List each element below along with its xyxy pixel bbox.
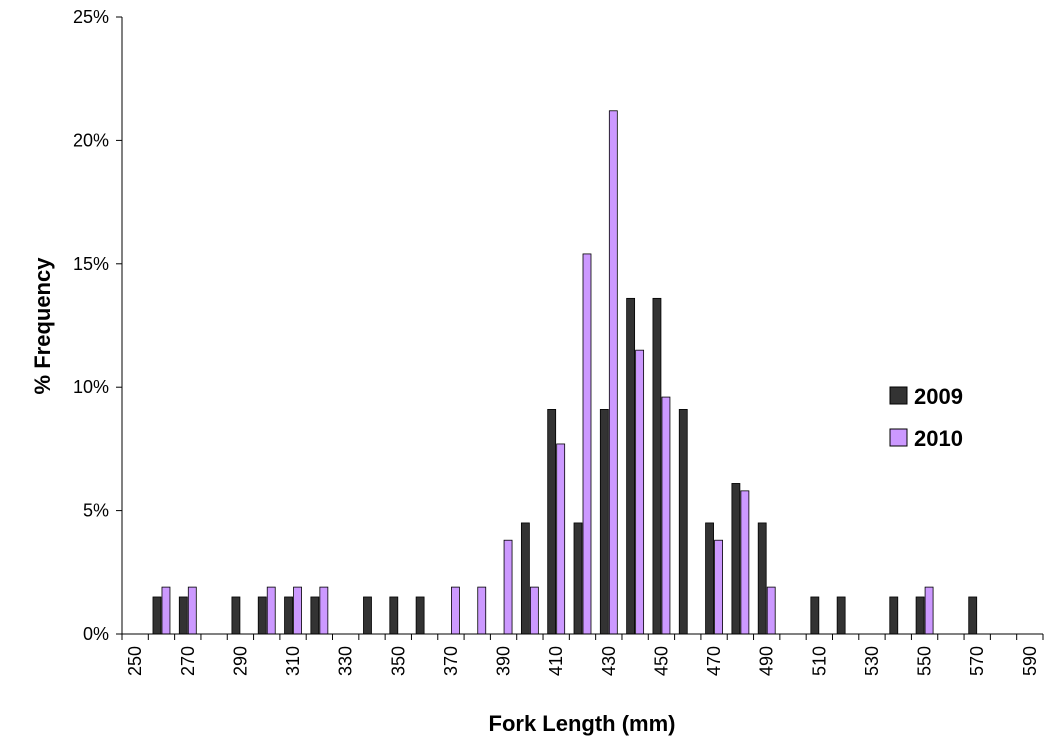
y-tick-label: 10% xyxy=(73,377,109,397)
x-tick-label: 570 xyxy=(967,646,987,676)
x-tick-label: 450 xyxy=(651,646,671,676)
bar-2010-320 xyxy=(319,586,329,635)
x-tick-label: 270 xyxy=(178,646,198,676)
y-tick-label: 20% xyxy=(73,130,109,150)
bar-2010-390 xyxy=(503,539,513,635)
x-tick-label: 590 xyxy=(1020,646,1040,676)
bar-2009-440 xyxy=(626,297,636,635)
bar-2009-410 xyxy=(547,409,557,635)
y-tick-label: 5% xyxy=(83,501,109,521)
bar-2009-400 xyxy=(520,522,530,635)
axes-layer xyxy=(121,17,1043,635)
bar-2009-430 xyxy=(599,409,609,635)
bar-2009-550 xyxy=(915,596,925,635)
bar-2010-270 xyxy=(187,586,197,635)
x-tick-label: 330 xyxy=(336,646,356,676)
x-tick-label: 410 xyxy=(546,646,566,676)
bar-2009-470 xyxy=(705,522,714,635)
bar-2009-290 xyxy=(231,596,241,635)
bar-2010-480 xyxy=(740,490,750,635)
bar-2010-410 xyxy=(556,443,566,635)
legend: 2009 2010 xyxy=(889,384,963,451)
bar-2009-260 xyxy=(152,596,162,635)
bar-2010-440 xyxy=(635,349,645,635)
bar-2010-300 xyxy=(266,586,276,635)
x-tick-label: 350 xyxy=(388,646,408,676)
bar-2010-490 xyxy=(766,586,776,635)
bar-2010-370 xyxy=(451,586,460,635)
bar-2009-420 xyxy=(573,522,583,635)
bar-2009-540 xyxy=(889,596,899,635)
legend-swatch-2009 xyxy=(889,386,908,405)
bar-2009-450 xyxy=(652,297,662,635)
bar-2009-360 xyxy=(415,596,425,635)
y-tick-label: 0% xyxy=(83,624,109,644)
x-tick-label: 430 xyxy=(599,646,619,676)
bar-2010-260 xyxy=(161,586,171,635)
legend-label-2009: 2009 xyxy=(914,384,963,409)
bar-2009-520 xyxy=(836,596,846,635)
x-tick-label: 290 xyxy=(230,646,250,676)
x-tick-label: 370 xyxy=(441,646,461,676)
bar-2009-460 xyxy=(678,409,688,635)
bar-2009-350 xyxy=(389,596,399,635)
bar-2010-470 xyxy=(714,539,723,635)
bar-2010-420 xyxy=(582,253,592,635)
bar-2010-380 xyxy=(477,586,487,635)
x-tick-label: 490 xyxy=(757,646,777,676)
bar-2009-510 xyxy=(810,596,820,635)
bar-2009-270 xyxy=(178,596,188,635)
bar-2010-550 xyxy=(924,586,934,635)
x-tick-label: 390 xyxy=(494,646,514,676)
legend-swatch-2010 xyxy=(889,428,908,447)
x-tick-label: 310 xyxy=(283,646,303,676)
bar-2010-430 xyxy=(608,110,618,635)
bar-2010-450 xyxy=(661,396,671,635)
bar-2010-310 xyxy=(293,586,302,635)
y-ticks: 0% 5% 10% 15% 20% 25% xyxy=(73,7,122,644)
legend-label-2010: 2010 xyxy=(914,426,963,451)
bar-2009-570 xyxy=(968,596,978,635)
y-axis-title: % Frequency xyxy=(30,257,55,395)
x-axis-title: Fork Length (mm) xyxy=(489,711,676,736)
x-tick-label: 550 xyxy=(915,646,935,676)
bar-2009-480 xyxy=(731,483,741,635)
y-tick-label: 25% xyxy=(73,7,109,27)
x-ticks: 250 270 290 310 330 350 370 390 410 430 450 470 490 5… xyxy=(121,634,1044,676)
bar-2009-320 xyxy=(310,596,320,635)
bar-2009-340 xyxy=(363,596,372,635)
y-tick-label: 15% xyxy=(73,254,109,274)
bar-2009-300 xyxy=(257,596,267,635)
bar-2009-310 xyxy=(284,596,293,635)
x-tick-label: 530 xyxy=(862,646,882,676)
bar-2009-490 xyxy=(757,522,767,635)
bar-2010-400 xyxy=(529,586,539,635)
x-tick-label: 470 xyxy=(704,646,724,676)
x-tick-label: 250 xyxy=(125,646,145,676)
bars-layer xyxy=(152,110,978,635)
x-tick-label: 510 xyxy=(809,646,829,676)
